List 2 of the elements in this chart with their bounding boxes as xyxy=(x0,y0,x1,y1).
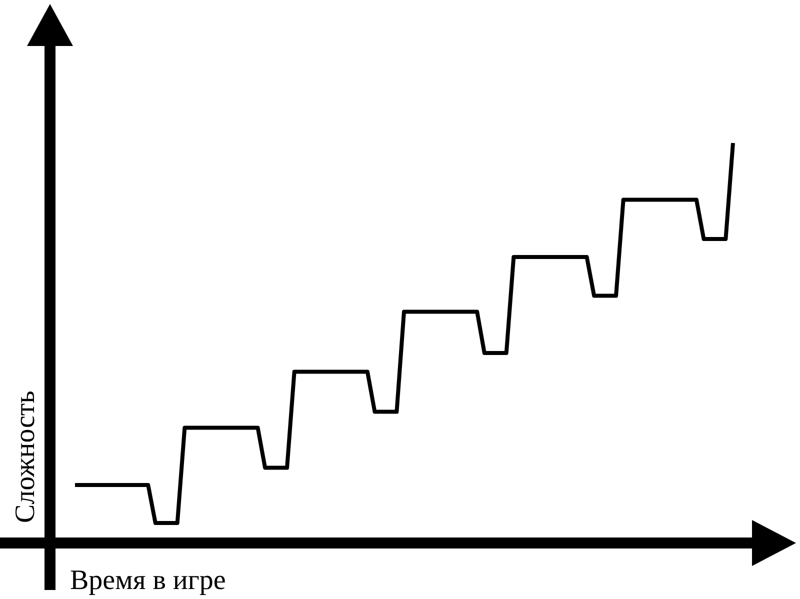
y-axis-title: Сложность xyxy=(10,390,41,523)
x-axis-title: Время в игре xyxy=(70,565,226,596)
